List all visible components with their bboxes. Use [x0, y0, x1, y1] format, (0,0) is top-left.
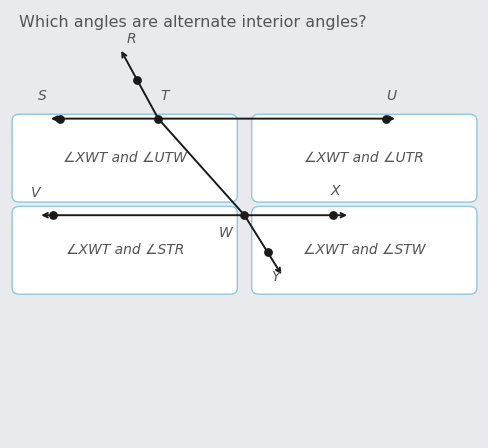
Point: [56, 115, 64, 122]
Text: ∠XWT and ∠UTW: ∠XWT and ∠UTW: [62, 151, 186, 165]
Point: [381, 115, 389, 122]
Point: [133, 77, 141, 84]
Text: W: W: [218, 226, 232, 240]
Point: [49, 211, 57, 219]
Point: [328, 211, 336, 219]
Text: ∠XWT and ∠STW: ∠XWT and ∠STW: [303, 243, 425, 257]
FancyBboxPatch shape: [12, 114, 237, 202]
Text: U: U: [385, 89, 395, 103]
Point: [240, 211, 248, 219]
Text: Which angles are alternate interior angles?: Which angles are alternate interior angl…: [19, 15, 366, 30]
FancyBboxPatch shape: [251, 207, 476, 294]
FancyBboxPatch shape: [251, 114, 476, 202]
Text: X: X: [330, 184, 340, 198]
Text: R: R: [127, 32, 137, 46]
Point: [154, 115, 162, 122]
Text: T: T: [160, 89, 169, 103]
Text: ∠XWT and ∠STR: ∠XWT and ∠STR: [65, 243, 183, 257]
Text: Y: Y: [270, 270, 279, 284]
Text: V: V: [31, 186, 41, 200]
FancyBboxPatch shape: [12, 207, 237, 294]
Text: S: S: [38, 89, 46, 103]
Point: [263, 249, 271, 256]
Text: ∠XWT and ∠UTR: ∠XWT and ∠UTR: [304, 151, 423, 165]
